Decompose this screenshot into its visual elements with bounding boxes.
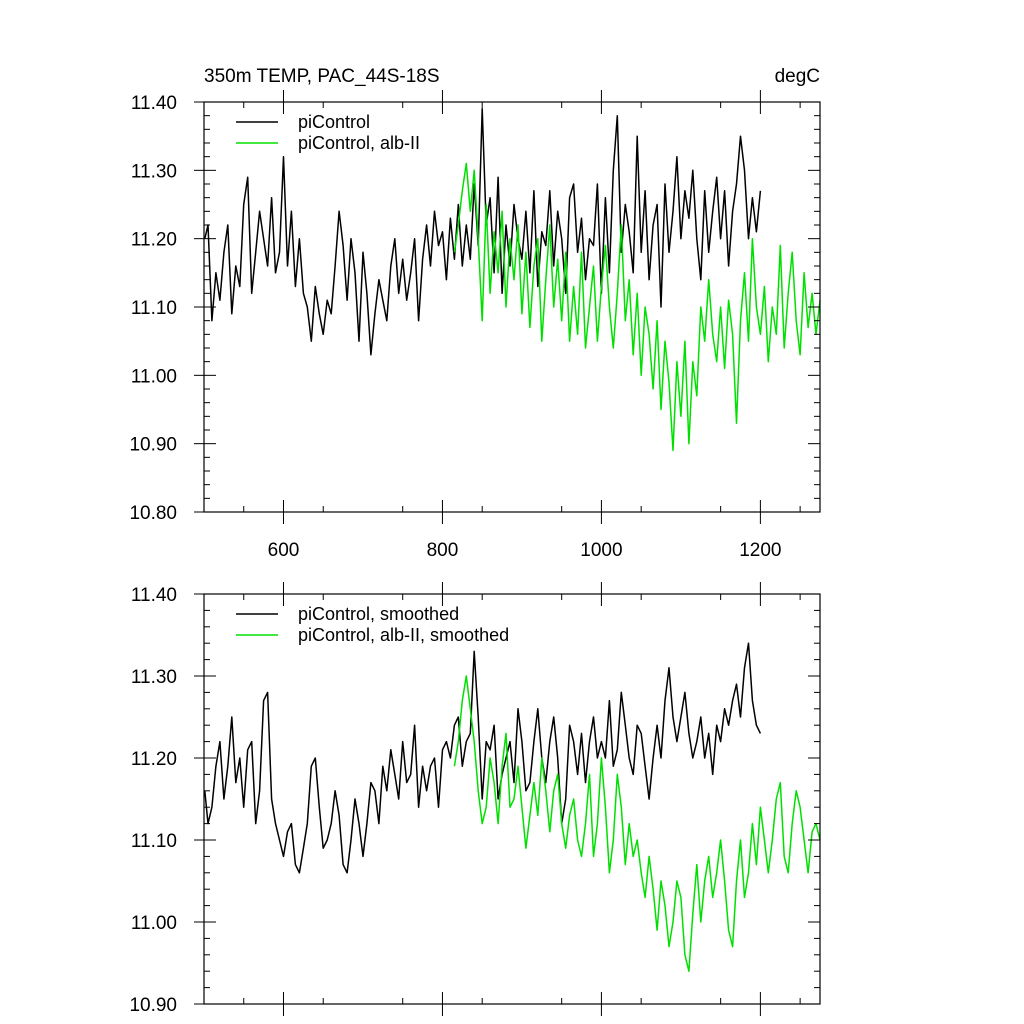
bottom-y-tick-label: 10.90: [129, 995, 177, 1016]
top-series-line-2: [453, 162, 821, 452]
bottom-y-tick-label: 11.00: [131, 913, 177, 934]
bottom-legend-label-2: piControl, alb-II, smoothed: [298, 625, 509, 645]
top-y-tick-label: 11.20: [131, 230, 177, 251]
bottom-series-layer: [204, 642, 821, 972]
bottom-y-tick-label: 11.30: [131, 667, 177, 688]
top-x-tick-label: 1000: [580, 540, 622, 561]
top-series-line-1: [204, 108, 762, 356]
top-panel-title: 350m TEMP, PAC_44S-18S: [204, 66, 440, 87]
top-y-tick-label: 10.90: [129, 435, 177, 456]
top-y-tick-label: 11.10: [131, 298, 177, 319]
bottom-y-tick-label: 11.40: [131, 585, 177, 606]
bottom-plot-frame: [203, 593, 821, 1005]
top-y-tick-label: 11.30: [131, 161, 177, 182]
top-panel-units: degC: [775, 66, 820, 87]
top-ticks-layer: 10.80 10.90 11.00 11.10 11.20 11.30 11.40 600 80…: [129, 90, 820, 561]
bottom-y-tick-label: 11.20: [131, 749, 177, 770]
top-y-tick-label: 11.00: [131, 366, 177, 387]
bottom-panel: 10.90 11.00 11.10 11.20 11.30 11.40 piControl…: [129, 582, 821, 1016]
bottom-ticks-layer: 10.90 11.00 11.10 11.20 11.30 11.40: [129, 582, 820, 1016]
top-x-tick-label: 1200: [739, 540, 781, 561]
top-series-layer: [204, 108, 821, 452]
top-y-tick-label: 10.80: [129, 503, 177, 524]
bottom-series-line-2: [453, 675, 821, 972]
bottom-legend-label-1: piControl, smoothed: [298, 604, 459, 624]
top-panel: 350m TEMP, PAC_44S-18S degC 10.80 10.90 11…: [129, 66, 821, 561]
top-x-tick-label: 800: [427, 540, 459, 561]
bottom-series-line-1: [204, 642, 762, 874]
top-legend-label-2: piControl, alb-II: [298, 133, 420, 153]
top-plot-frame: [203, 101, 821, 513]
bottom-y-tick-label: 11.10: [131, 831, 177, 852]
top-legend-label-1: piControl: [298, 112, 370, 132]
top-x-tick-label: 600: [268, 540, 300, 561]
top-y-tick-label: 11.40: [131, 93, 177, 114]
